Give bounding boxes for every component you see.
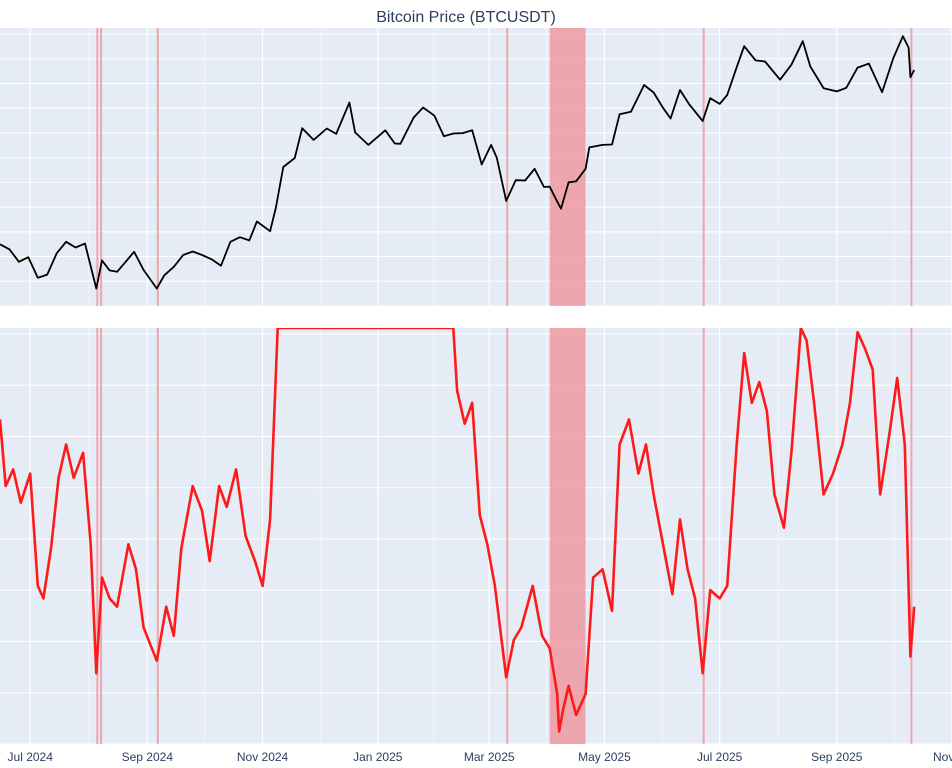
- indicator-line: [0, 328, 916, 733]
- x-tick-label: Mar 2025: [464, 750, 515, 764]
- highlight-band: [96, 328, 99, 744]
- highlight-band: [100, 328, 103, 744]
- highlight-band: [506, 328, 509, 744]
- plot-background-2: [0, 328, 952, 744]
- highlight-band: [506, 28, 509, 306]
- x-tick-label: Nov 20: [933, 750, 952, 764]
- x-tick-label: Jul 2024: [8, 750, 54, 764]
- highlight-band: [156, 28, 159, 306]
- x-tick-label: Sep 2025: [811, 750, 863, 764]
- highlight-band: [100, 28, 103, 306]
- highlight-band: [549, 28, 586, 306]
- highlight-band: [702, 328, 705, 744]
- chart-title: Bitcoin Price (BTCUSDT): [376, 9, 556, 26]
- highlight-band: [910, 28, 913, 306]
- plot-background-1: [0, 28, 952, 306]
- x-tick-label: Sep 2024: [122, 750, 174, 764]
- highlight-band: [156, 328, 159, 744]
- x-tick-label: Nov 2024: [237, 750, 289, 764]
- highlight-band: [910, 328, 913, 744]
- x-tick-label: Jul 2025: [697, 750, 743, 764]
- highlight-band: [702, 28, 705, 306]
- highlight-band: [549, 328, 586, 744]
- highlight-band: [96, 28, 99, 306]
- price-line: [0, 35, 915, 290]
- x-tick-label: Jan 2025: [353, 750, 403, 764]
- x-tick-label: May 2025: [578, 750, 631, 764]
